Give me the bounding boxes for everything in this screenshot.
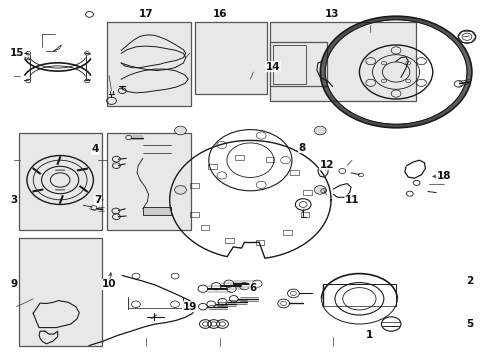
Bar <box>190 212 199 217</box>
Bar <box>225 238 234 243</box>
Text: 15: 15 <box>9 48 24 58</box>
Text: 5: 5 <box>465 319 472 329</box>
Bar <box>270 22 415 101</box>
Text: 3: 3 <box>10 195 17 205</box>
Bar <box>255 240 264 245</box>
Circle shape <box>314 126 325 135</box>
Circle shape <box>174 186 186 194</box>
Bar <box>290 170 299 175</box>
Text: 10: 10 <box>102 279 116 289</box>
Text: 8: 8 <box>298 143 305 153</box>
Text: 2: 2 <box>465 276 472 286</box>
Bar <box>303 190 311 195</box>
Bar <box>190 183 199 188</box>
Bar <box>273 45 305 84</box>
Text: 19: 19 <box>182 302 197 312</box>
Bar <box>265 157 274 162</box>
Text: 9: 9 <box>10 279 17 289</box>
Text: 13: 13 <box>325 9 339 19</box>
Text: 11: 11 <box>344 195 359 205</box>
Circle shape <box>174 126 186 135</box>
Bar <box>283 230 291 235</box>
Bar <box>207 164 216 169</box>
Text: 6: 6 <box>249 283 256 293</box>
Text: 1: 1 <box>366 330 372 340</box>
Bar <box>200 225 209 230</box>
Text: 16: 16 <box>212 9 227 19</box>
Bar <box>300 212 309 217</box>
Circle shape <box>314 186 325 194</box>
Text: 7: 7 <box>94 195 102 205</box>
Bar <box>270 42 326 86</box>
Bar <box>106 22 190 106</box>
Text: 4: 4 <box>91 144 99 154</box>
Bar <box>19 133 102 230</box>
Bar <box>19 238 102 346</box>
Bar <box>142 207 171 215</box>
Text: 17: 17 <box>138 9 153 19</box>
Bar <box>235 155 244 160</box>
Text: 12: 12 <box>319 160 333 170</box>
Text: 18: 18 <box>436 171 450 181</box>
Text: 14: 14 <box>265 62 280 72</box>
Bar <box>106 133 190 230</box>
Bar <box>194 22 266 94</box>
